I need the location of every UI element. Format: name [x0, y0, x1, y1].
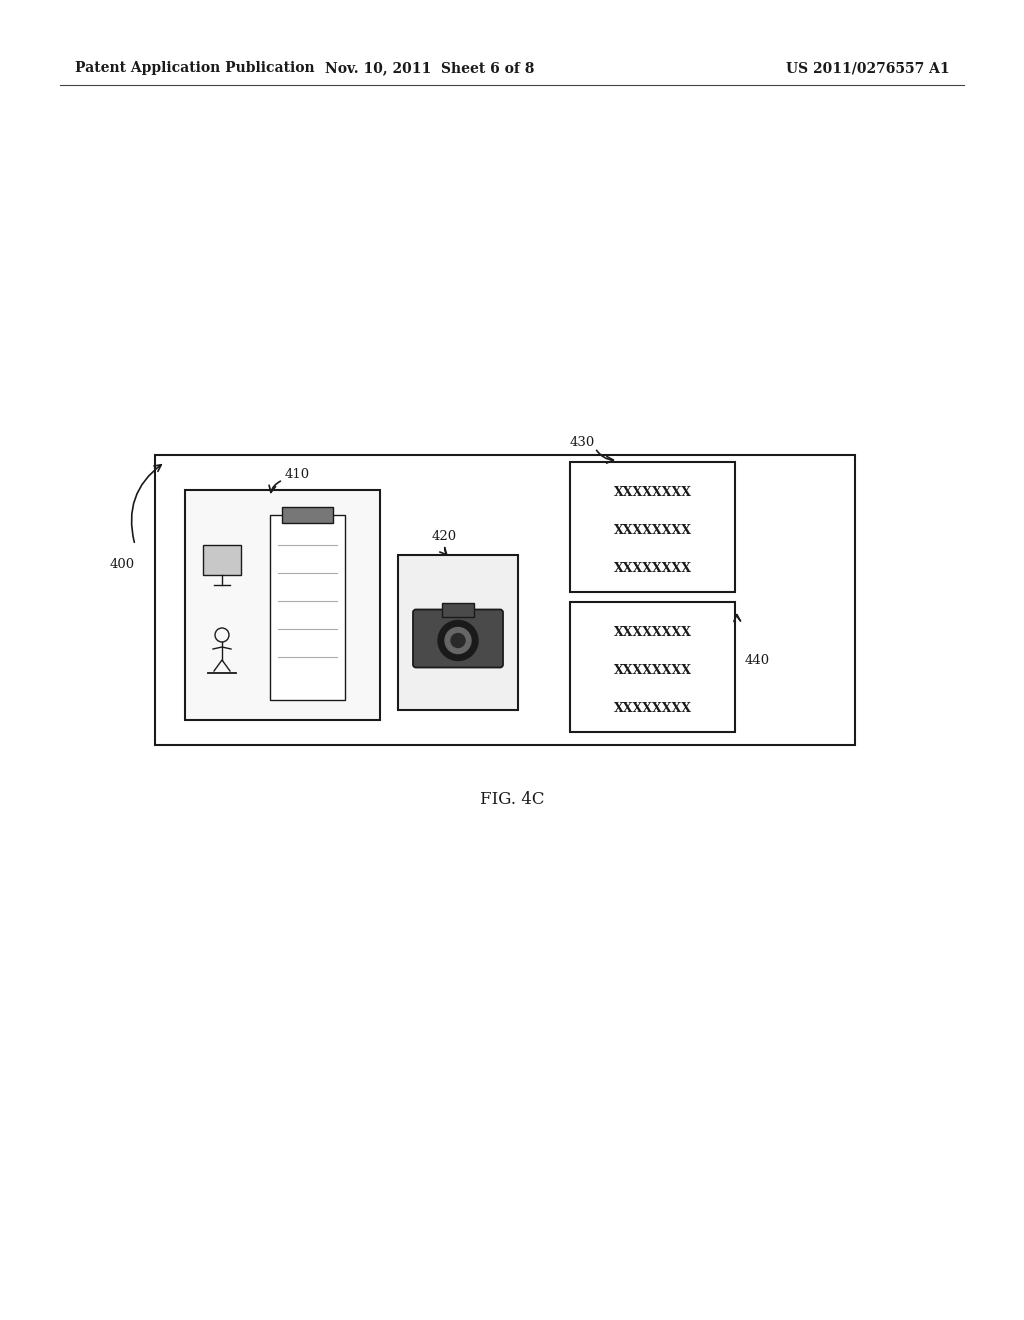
Text: XXXXXXXX: XXXXXXXX: [613, 486, 691, 499]
Text: XXXXXXXX: XXXXXXXX: [613, 664, 691, 676]
Text: XXXXXXXX: XXXXXXXX: [613, 626, 691, 639]
Bar: [282, 507, 333, 523]
FancyArrowPatch shape: [734, 615, 740, 622]
FancyArrowPatch shape: [439, 548, 446, 554]
Circle shape: [445, 627, 471, 653]
FancyArrowPatch shape: [269, 482, 281, 492]
FancyArrowPatch shape: [597, 450, 613, 463]
Text: 430: 430: [570, 437, 595, 450]
Text: XXXXXXXX: XXXXXXXX: [613, 524, 691, 536]
Text: 410: 410: [285, 469, 310, 482]
Bar: [570, 602, 735, 733]
Text: US 2011/0276557 A1: US 2011/0276557 A1: [786, 61, 950, 75]
Text: 400: 400: [110, 558, 135, 572]
Bar: [398, 554, 518, 710]
Text: Nov. 10, 2011  Sheet 6 of 8: Nov. 10, 2011 Sheet 6 of 8: [326, 61, 535, 75]
Text: FIG. 4C: FIG. 4C: [480, 792, 544, 808]
Circle shape: [451, 634, 465, 648]
Text: 440: 440: [745, 653, 770, 667]
Bar: [155, 455, 855, 744]
Bar: [570, 462, 735, 591]
FancyArrowPatch shape: [131, 465, 161, 543]
Bar: [203, 545, 241, 576]
Text: XXXXXXXX: XXXXXXXX: [613, 561, 691, 574]
Text: Patent Application Publication: Patent Application Publication: [75, 61, 314, 75]
Text: XXXXXXXX: XXXXXXXX: [613, 701, 691, 714]
Text: 420: 420: [432, 529, 457, 543]
Bar: [185, 490, 380, 719]
Bar: [270, 515, 345, 700]
FancyBboxPatch shape: [413, 610, 503, 668]
Circle shape: [438, 620, 478, 660]
Bar: [442, 602, 474, 616]
